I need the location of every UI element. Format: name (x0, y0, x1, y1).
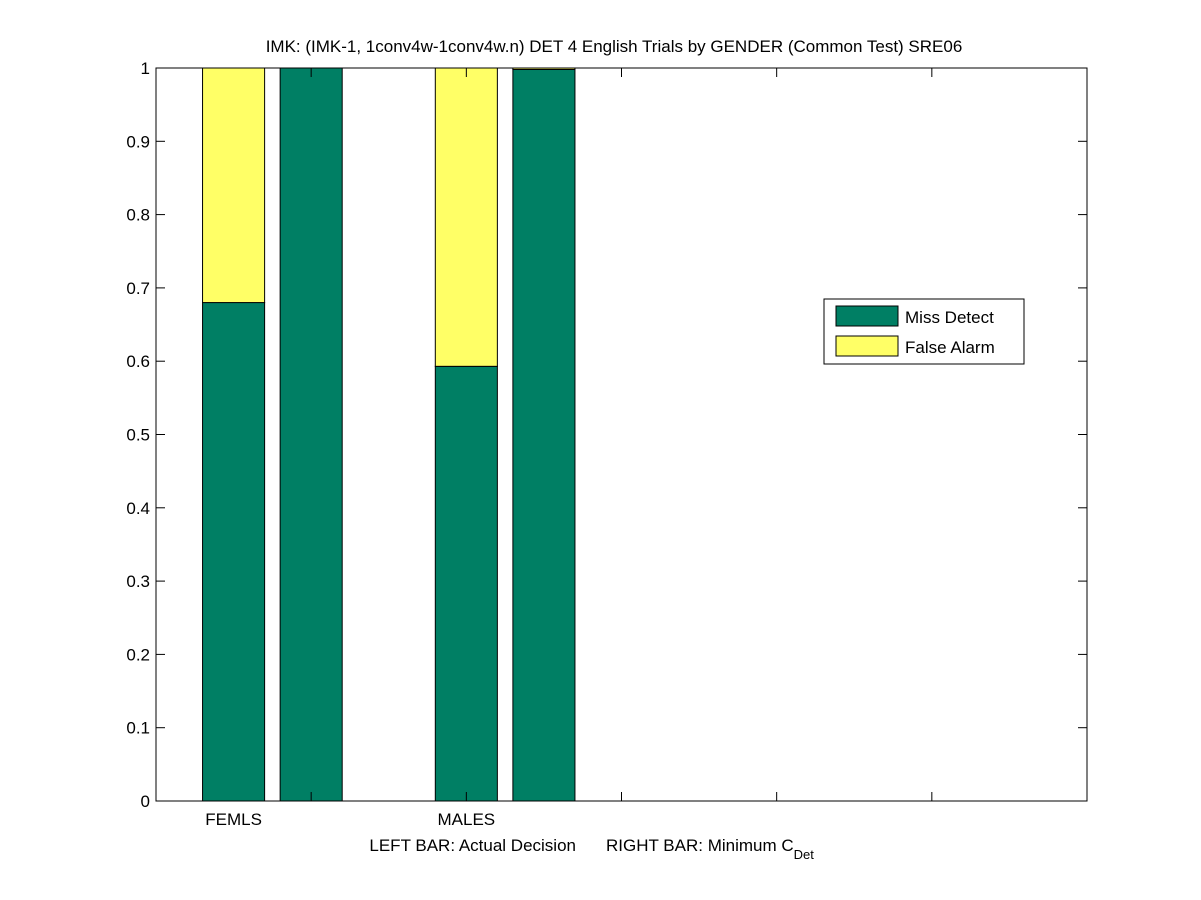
legend-label-miss-detect: Miss Detect (905, 308, 994, 327)
ytick-label: 1 (141, 59, 150, 78)
bar-miss-detect-femls-actual (202, 302, 266, 802)
bar-false-alarm-femls-actual (202, 67, 266, 304)
xtick-label-males: MALES (438, 810, 496, 829)
bar-miss-detect-males-min-cdet (512, 68, 576, 802)
xlabel-minimum-cdet: RIGHT BAR: Minimum CDet (606, 836, 814, 862)
chart-title: IMK: (IMK-1, 1conv4w-1conv4w.n) DET 4 En… (266, 37, 963, 56)
xtick-label-femls: FEMLS (205, 810, 262, 829)
bar-miss-detect-males-actual (434, 365, 498, 802)
ytick-label: 0 (141, 792, 150, 811)
bar-miss-detect-femls-min-cdet (279, 67, 343, 802)
ytick-label: 0.5 (126, 426, 150, 445)
ytick-label: 0.6 (126, 352, 150, 371)
legend-swatch-miss-detect (835, 305, 899, 327)
legend: Miss Detect False Alarm (823, 298, 1025, 365)
bars-layer (202, 67, 576, 802)
ytick-label: 0.4 (126, 499, 150, 518)
ytick-label: 0.9 (126, 132, 150, 151)
ytick-label: 0.7 (126, 279, 150, 298)
legend-swatch-false-alarm (835, 335, 899, 357)
xlabel-minimum-cdet-text: RIGHT BAR: Minimum C (606, 836, 794, 855)
ytick-label: 0.1 (126, 719, 150, 738)
ticks-layer: 0 0.1 0.2 0.3 0.4 0.5 0.6 0.7 0.8 0.9 1 FEMLS MALES (126, 59, 1087, 829)
ytick-label: 0.8 (126, 206, 150, 225)
ytick-label: 0.3 (126, 572, 150, 591)
legend-label-false-alarm: False Alarm (905, 338, 995, 357)
bar-false-alarm-males-actual (434, 67, 498, 367)
ytick-label: 0.2 (126, 645, 150, 664)
xlabel-det-subscript: Det (794, 847, 815, 862)
xlabel-actual-decision: LEFT BAR: Actual Decision (369, 836, 576, 855)
